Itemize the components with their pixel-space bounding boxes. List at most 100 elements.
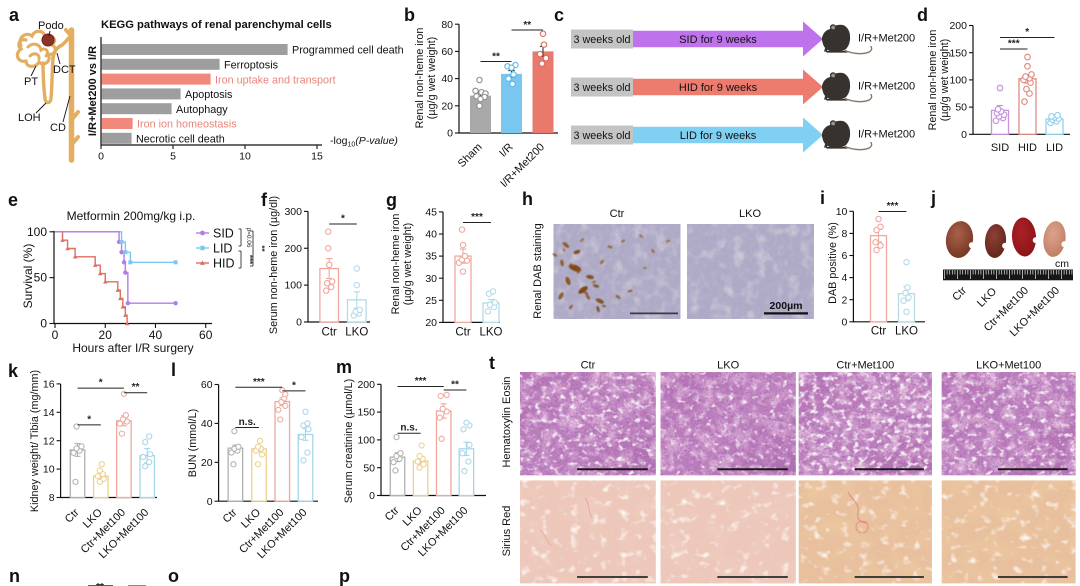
svg-text:30: 30 — [425, 273, 437, 285]
svg-text:0: 0 — [40, 317, 47, 331]
svg-text:Ctr: Ctr — [950, 284, 969, 303]
svg-text:16: 16 — [43, 379, 55, 391]
svg-text:200: 200 — [949, 20, 967, 32]
svg-text:Iron ion homeostasis: Iron ion homeostasis — [137, 119, 237, 131]
svg-text:8: 8 — [49, 492, 55, 504]
svg-text:10: 10 — [43, 464, 55, 476]
svg-text:d: d — [917, 5, 928, 25]
svg-text:LKO: LKO — [345, 327, 368, 339]
svg-text:8: 8 — [842, 228, 848, 240]
svg-text:***: *** — [245, 255, 254, 265]
svg-text:Ctr: Ctr — [610, 208, 625, 220]
svg-text:*: * — [99, 378, 103, 389]
svg-text:3 weeks old: 3 weeks old — [573, 130, 630, 142]
svg-text:c: c — [554, 5, 564, 25]
svg-text:0: 0 — [296, 317, 302, 329]
svg-text:12: 12 — [43, 435, 55, 447]
svg-text:Programmed cell death: Programmed cell death — [292, 45, 404, 57]
svg-text:I/R+Met200 vs I/R: I/R+Met200 vs I/R — [87, 46, 99, 136]
svg-text:I/R: I/R — [497, 141, 515, 159]
svg-text:20: 20 — [99, 328, 113, 342]
svg-text:LKO+Met100: LKO+Met100 — [976, 360, 1041, 372]
svg-text:Renal non-heme iron: Renal non-heme iron — [390, 214, 402, 315]
svg-text:(µg/g wet weight): (µg/g wet weight) — [402, 223, 414, 305]
svg-text:80: 80 — [441, 19, 453, 31]
svg-text:Kidney weight/ Tibia (mg/mm): Kidney weight/ Tibia (mg/mm) — [29, 370, 41, 512]
svg-text:300: 300 — [284, 206, 302, 218]
svg-text:b: b — [404, 5, 415, 25]
svg-text:SID for 9 weeks: SID for 9 weeks — [679, 34, 757, 46]
svg-text:LKO: LKO — [739, 208, 761, 220]
svg-text:Renal non-heme iron: Renal non-heme iron — [927, 30, 939, 131]
svg-text:*: * — [341, 214, 345, 225]
svg-text:CD: CD — [50, 122, 66, 134]
svg-text:h: h — [522, 189, 533, 209]
svg-text:150: 150 — [357, 407, 375, 419]
svg-text:**: ** — [492, 52, 500, 63]
svg-text:Ctr: Ctr — [455, 327, 471, 339]
svg-text:4: 4 — [842, 272, 848, 284]
svg-text:35: 35 — [425, 251, 437, 263]
svg-text:DAB positive (%): DAB positive (%) — [827, 222, 839, 304]
svg-text:Hematoxylin Eosin: Hematoxylin Eosin — [501, 376, 513, 467]
svg-text:Ctr: Ctr — [322, 327, 338, 339]
svg-text:Ctr: Ctr — [63, 506, 82, 525]
svg-text:***: *** — [471, 212, 483, 223]
svg-text:n.s.: n.s. — [239, 417, 256, 428]
svg-text:60: 60 — [199, 328, 213, 342]
svg-text:***: *** — [1008, 39, 1020, 50]
svg-text:Necrotic cell death: Necrotic cell death — [136, 134, 225, 146]
svg-text:10: 10 — [239, 151, 251, 163]
svg-text:Ctr: Ctr — [871, 326, 887, 338]
svg-text:Metformin 200mg/kg i.p.: Metformin 200mg/kg i.p. — [67, 209, 196, 223]
svg-text:200: 200 — [357, 379, 375, 391]
svg-text:2: 2 — [842, 294, 848, 306]
svg-text:Sirius Red: Sirius Red — [501, 506, 513, 557]
svg-text:cm: cm — [1055, 258, 1069, 270]
svg-text:HID for 9 weeks: HID for 9 weeks — [679, 82, 758, 94]
svg-text:20: 20 — [201, 457, 213, 469]
svg-text:Renal DAB staining: Renal DAB staining — [532, 223, 544, 318]
svg-text:Ctr+Met100: Ctr+Met100 — [836, 360, 894, 372]
svg-text:100: 100 — [27, 225, 47, 239]
svg-text:0: 0 — [52, 328, 59, 342]
svg-text:LKO: LKO — [479, 327, 502, 339]
svg-text:(µg/g wet weight): (µg/g wet weight) — [426, 37, 438, 119]
svg-text:(µg/g wet weight): (µg/g wet weight) — [939, 39, 951, 121]
svg-text:**: ** — [451, 380, 459, 391]
svg-text:Iron uptake and transport: Iron uptake and transport — [215, 74, 336, 86]
svg-text:Podo: Podo — [38, 20, 64, 32]
svg-text:I/R+Met200: I/R+Met200 — [858, 129, 915, 141]
svg-text:40: 40 — [201, 418, 213, 430]
svg-text:100: 100 — [949, 75, 967, 87]
svg-text:0: 0 — [369, 490, 375, 502]
svg-text:g: g — [386, 190, 397, 210]
svg-text:***: *** — [253, 377, 265, 388]
svg-text:3 weeks old: 3 weeks old — [573, 34, 630, 46]
svg-text:BUN (mmol/L): BUN (mmol/L) — [187, 409, 199, 477]
svg-text:150: 150 — [949, 47, 967, 59]
svg-text:Autophagy: Autophagy — [176, 104, 228, 116]
svg-text:20: 20 — [441, 100, 453, 112]
svg-text:Apoptosis: Apoptosis — [185, 89, 233, 101]
svg-text:10: 10 — [836, 206, 848, 218]
svg-text:LID: LID — [1046, 142, 1063, 154]
svg-text:KEGG pathways of renal parench: KEGG pathways of renal parenchymal cells — [101, 19, 332, 31]
svg-text:Sham: Sham — [456, 141, 485, 170]
svg-text:20: 20 — [425, 317, 437, 329]
svg-text:a: a — [9, 5, 20, 25]
svg-text:0: 0 — [447, 128, 453, 140]
svg-text:PT: PT — [24, 76, 38, 88]
svg-text:0: 0 — [842, 316, 848, 328]
svg-text:25: 25 — [425, 295, 437, 307]
svg-text:LKO: LKO — [975, 285, 999, 309]
svg-text:14: 14 — [43, 407, 55, 419]
svg-text:f: f — [261, 190, 268, 210]
svg-text:o: o — [168, 566, 179, 586]
svg-text:50: 50 — [363, 462, 375, 474]
svg-text:50: 50 — [34, 271, 48, 285]
svg-text:**: ** — [257, 245, 266, 252]
svg-text:*: * — [292, 380, 296, 391]
svg-text:60: 60 — [441, 46, 453, 58]
svg-text:40: 40 — [149, 328, 163, 342]
